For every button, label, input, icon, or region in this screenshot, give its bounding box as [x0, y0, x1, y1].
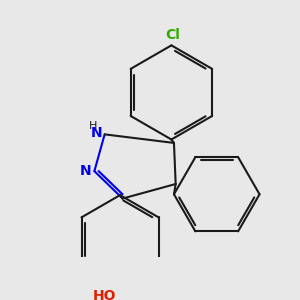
Text: N: N: [80, 164, 92, 178]
Text: N: N: [91, 126, 102, 140]
Text: H: H: [88, 121, 97, 131]
Text: Cl: Cl: [166, 28, 181, 42]
Text: HO: HO: [93, 289, 117, 300]
